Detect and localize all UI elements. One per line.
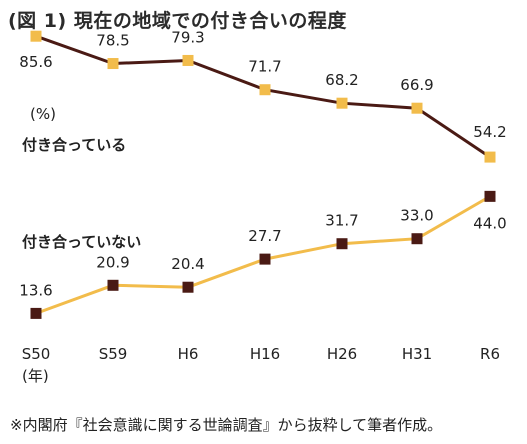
x-tick-R6: R6 xyxy=(480,345,500,363)
x-tick-S59: S59 xyxy=(99,345,128,363)
data-label-associated-H26: 68.2 xyxy=(325,71,358,89)
data-label-not_associated-S59: 20.9 xyxy=(96,253,129,271)
x-unit-label: (年) xyxy=(22,367,49,385)
point-associated-H16 xyxy=(259,84,271,96)
data-label-not_associated-S50: 13.6 xyxy=(19,281,52,299)
point-associated-H6 xyxy=(182,54,194,66)
point-not_associated-H6 xyxy=(182,281,194,293)
x-tick-H31: H31 xyxy=(402,345,432,363)
series-label-associated: 付き合っている xyxy=(22,136,126,154)
point-not_associated-R6 xyxy=(484,190,496,202)
data-label-associated-H6: 79.3 xyxy=(171,28,204,46)
data-label-not_associated-H16: 27.7 xyxy=(248,227,281,245)
x-tick-H26: H26 xyxy=(327,345,357,363)
point-not_associated-H26 xyxy=(336,238,348,250)
point-associated-R6 xyxy=(484,151,496,163)
series-label-not-associated: 付き合っていない xyxy=(22,233,141,251)
point-associated-H26 xyxy=(336,97,348,109)
data-label-associated-S50: 85.6 xyxy=(19,53,52,71)
x-tick-H16: H16 xyxy=(250,345,280,363)
x-tick-S50: S50 xyxy=(22,345,51,363)
data-label-associated-S59: 78.5 xyxy=(96,32,129,50)
data-label-associated-H31: 66.9 xyxy=(400,76,433,94)
data-label-not_associated-H31: 33.0 xyxy=(400,207,433,225)
point-associated-S50 xyxy=(30,30,42,42)
data-label-associated-H16: 71.7 xyxy=(248,58,281,76)
data-label-associated-R6: 54.2 xyxy=(473,123,506,141)
point-not_associated-H31 xyxy=(411,233,423,245)
x-tick-H6: H6 xyxy=(178,345,199,363)
chart-title: (図 1) 現在の地域での付き合いの程度 xyxy=(8,10,347,32)
point-not_associated-S50 xyxy=(30,307,42,319)
unit-label: (%) xyxy=(30,105,56,123)
source-note: ※内閣府『社会意識に関する世論調査』から抜粋して筆者作成。 xyxy=(10,416,443,434)
point-not_associated-H16 xyxy=(259,253,271,265)
line-chart: 85.6 78.5 79.3 71.7 68.2 66.9 54.2 13.6 20.9 20.4… xyxy=(19,28,506,385)
point-associated-S59 xyxy=(107,58,119,70)
point-associated-H31 xyxy=(411,102,423,114)
data-label-not_associated-H26: 31.7 xyxy=(325,212,358,230)
point-not_associated-S59 xyxy=(107,279,119,291)
data-label-not_associated-H6: 20.4 xyxy=(171,255,204,273)
data-label-not_associated-R6: 44.0 xyxy=(473,214,506,232)
